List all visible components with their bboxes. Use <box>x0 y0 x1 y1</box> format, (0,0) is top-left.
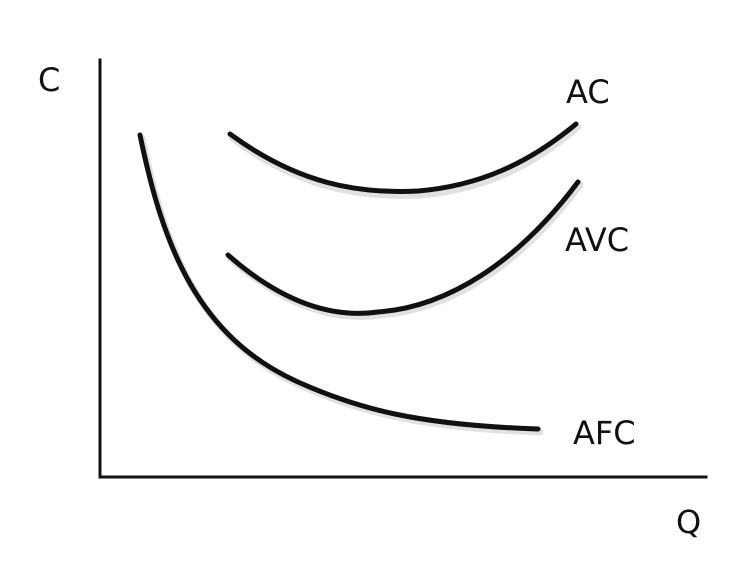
ac-label: AC <box>566 73 610 111</box>
afc-label: AFC <box>573 414 636 452</box>
ac-curve-shadow <box>228 123 582 199</box>
x-axis-label: Q <box>676 503 702 541</box>
ac-curve <box>227 121 579 194</box>
y-axis-label: C <box>38 61 61 99</box>
afc-curve <box>137 132 541 432</box>
avc-curve-shadow <box>226 181 584 320</box>
avc-label: AVC <box>565 221 630 259</box>
avc-curve <box>225 179 581 316</box>
